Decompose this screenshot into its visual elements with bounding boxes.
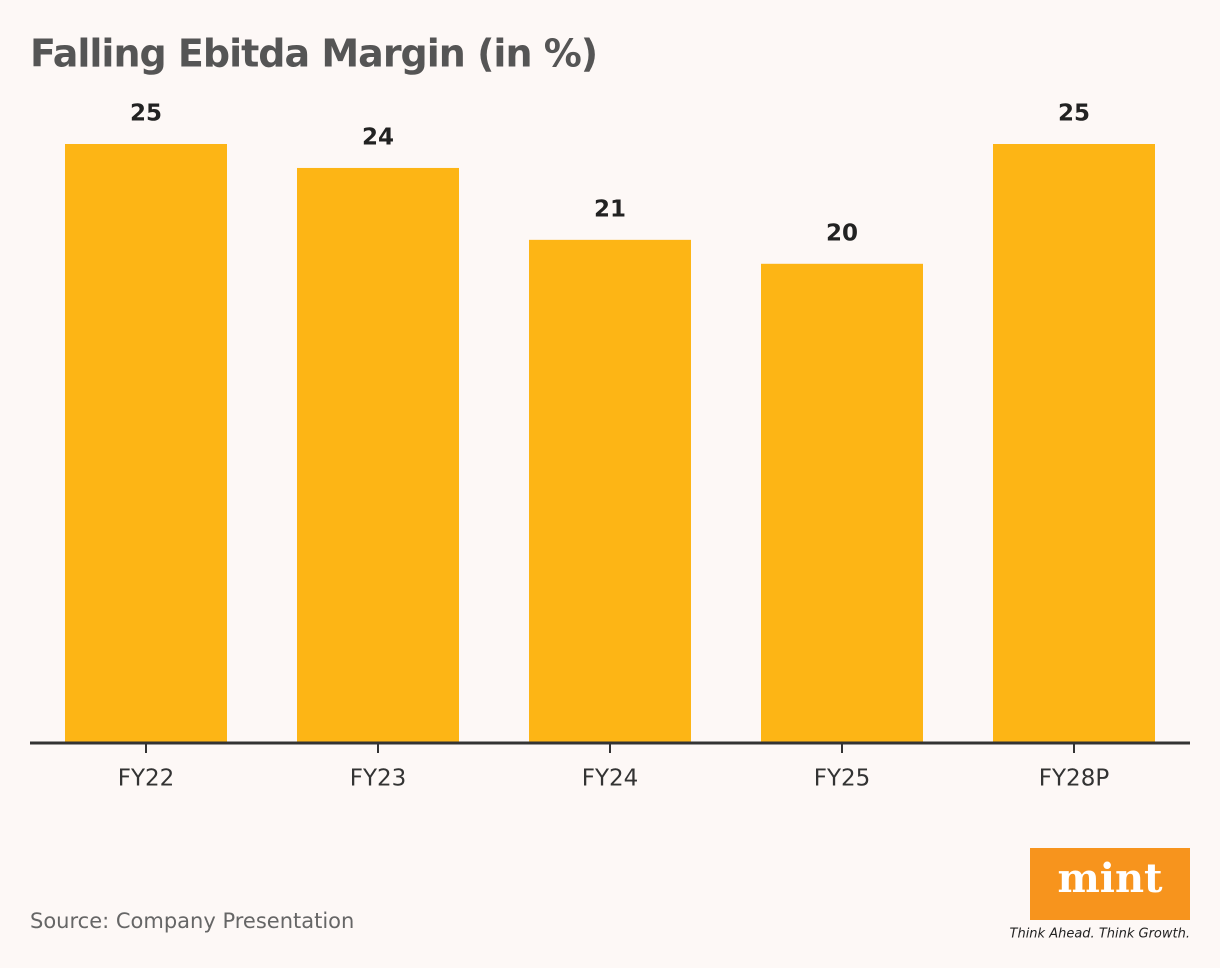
x-tick-label: FY28P bbox=[1039, 766, 1110, 792]
bar bbox=[297, 167, 459, 743]
x-tick-label: FY24 bbox=[582, 766, 639, 792]
x-tick-label: FY23 bbox=[350, 766, 407, 792]
bar bbox=[65, 144, 227, 743]
bar bbox=[529, 239, 691, 743]
value-label: 25 bbox=[1058, 101, 1090, 127]
logo-name: mint bbox=[1057, 855, 1163, 902]
chart-title: Falling Ebitda Margin (in %) bbox=[30, 32, 597, 76]
x-tick-label: FY25 bbox=[814, 766, 871, 792]
bar bbox=[761, 263, 923, 743]
value-label: 21 bbox=[594, 196, 626, 222]
x-tick-label: FY22 bbox=[118, 766, 175, 792]
source: Source: Company Presentation bbox=[30, 909, 354, 933]
value-label: 24 bbox=[362, 124, 394, 150]
logo-tagline: Think Ahead. Think Growth. bbox=[1010, 927, 1190, 942]
value-label: 25 bbox=[130, 101, 162, 127]
bar bbox=[993, 144, 1155, 743]
value-label: 20 bbox=[826, 220, 858, 246]
logo-box bbox=[1030, 848, 1190, 920]
